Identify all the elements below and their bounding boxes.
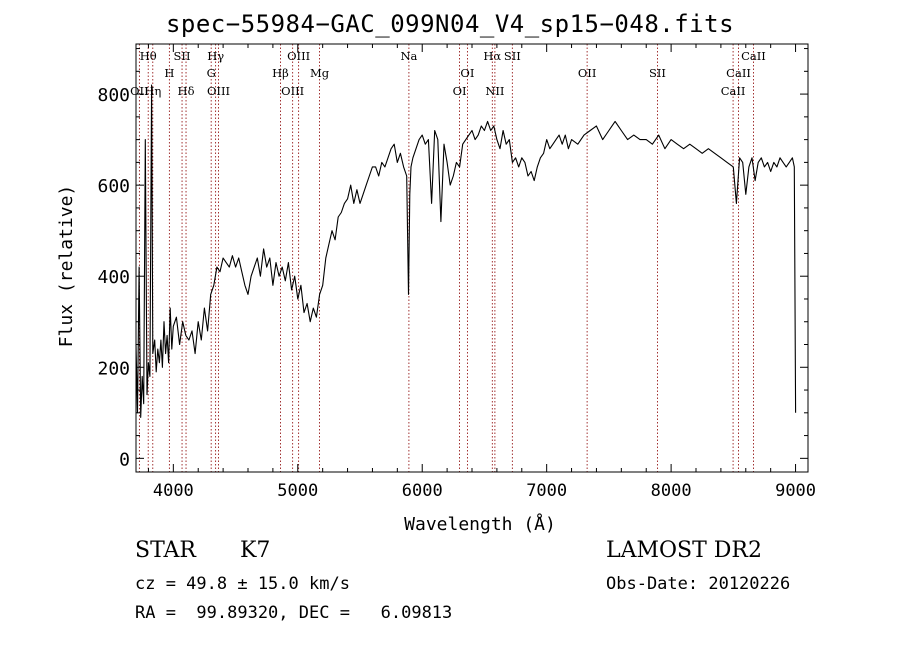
line-label-3: SII: [174, 49, 191, 63]
line-label-13: Na: [400, 49, 417, 63]
line-label-14: OI: [460, 66, 474, 80]
line-label-8: OIII: [207, 84, 230, 98]
x-tick-label-4: 8000: [651, 481, 692, 501]
line-label-18: NII: [485, 84, 504, 98]
x-tick-label-0: 4000: [153, 481, 194, 501]
spectrum-line: [135, 84, 797, 418]
redshift-text: cz = 49.8 ± 15.0 km/s: [135, 574, 350, 594]
line-label-12: Mg: [310, 66, 330, 80]
y-tick-label-3: 600: [97, 176, 130, 197]
survey-name: LAMOST DR2: [606, 538, 762, 563]
x-tick-label-5: 9000: [775, 481, 816, 501]
line-label-23: CaII: [721, 84, 746, 98]
line-label-2: Hη: [144, 84, 161, 98]
line-label-22: CaII: [726, 66, 751, 80]
x-tick-label-3: 7000: [526, 481, 567, 501]
y-axis-label: Flux (relative): [56, 185, 77, 348]
y-tick-label-2: 400: [97, 267, 130, 288]
coordinates-text: RA = 99.89320, DEC = 6.09813: [135, 603, 453, 623]
line-label-0: Hθ: [140, 49, 157, 63]
y-tick-label-4: 800: [97, 85, 130, 106]
y-tick-label-1: 200: [97, 358, 130, 379]
line-label-17: SII: [504, 49, 521, 63]
line-label-15: OI: [453, 84, 467, 98]
object-class: STAR: [135, 538, 196, 563]
line-label-16: Hα: [483, 49, 501, 63]
line-label-9: OIII: [287, 49, 310, 63]
y-tick-label-0: 0: [119, 449, 130, 470]
line-label-11: OIII: [281, 84, 304, 98]
line-label-7: G: [207, 66, 216, 80]
line-label-6: Hγ: [207, 49, 224, 63]
chart-title: spec−55984−GAC_099N04_V4_sp15−048.fits: [165, 10, 735, 38]
obs-date: Obs-Date: 20120226: [606, 574, 791, 594]
x-tick-label-1: 5000: [277, 481, 318, 501]
x-axis-label: Wavelength (Å): [404, 513, 556, 535]
line-label-4: H: [164, 66, 174, 80]
object-subclass: K7: [240, 538, 271, 563]
line-label-5: Hδ: [178, 84, 195, 98]
line-label-20: SII: [649, 66, 666, 80]
line-label-21: CaII: [741, 49, 766, 63]
line-label-19: OII: [578, 66, 597, 80]
plot-frame: [135, 43, 809, 473]
line-label-10: Hβ: [272, 66, 289, 80]
x-tick-label-2: 6000: [402, 481, 443, 501]
